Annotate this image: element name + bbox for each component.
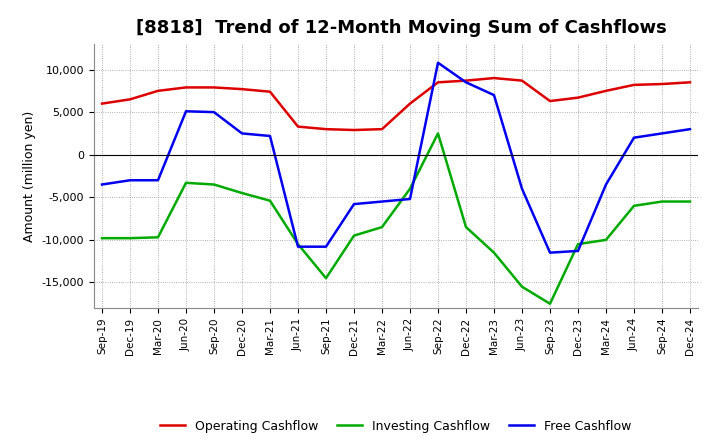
Line: Operating Cashflow: Operating Cashflow <box>102 78 690 130</box>
Investing Cashflow <box>181 180 190 185</box>
Operating Cashflow <box>602 88 611 93</box>
Free Cashflow <box>685 127 694 132</box>
Free Cashflow <box>657 131 666 136</box>
Operating Cashflow <box>657 81 666 87</box>
Operating Cashflow <box>294 124 302 129</box>
Free Cashflow <box>462 80 470 85</box>
Operating Cashflow <box>433 80 442 85</box>
Investing Cashflow <box>657 199 666 204</box>
Free Cashflow <box>602 182 611 187</box>
Free Cashflow <box>350 202 359 207</box>
Operating Cashflow <box>238 87 246 92</box>
Free Cashflow <box>378 199 387 204</box>
Operating Cashflow <box>210 85 218 90</box>
Free Cashflow <box>322 244 330 249</box>
Operating Cashflow <box>518 78 526 83</box>
Operating Cashflow <box>546 99 554 104</box>
Text: [8818]  Trend of 12-Month Moving Sum of Cashflows: [8818] Trend of 12-Month Moving Sum of C… <box>136 19 667 37</box>
Free Cashflow <box>433 60 442 66</box>
Operating Cashflow <box>630 82 639 88</box>
Investing Cashflow <box>433 131 442 136</box>
Investing Cashflow <box>350 233 359 238</box>
Free Cashflow <box>294 244 302 249</box>
Free Cashflow <box>546 250 554 255</box>
Free Cashflow <box>210 110 218 115</box>
Free Cashflow <box>405 196 414 202</box>
Operating Cashflow <box>126 97 135 102</box>
Investing Cashflow <box>685 199 694 204</box>
Free Cashflow <box>518 186 526 191</box>
Free Cashflow <box>574 248 582 253</box>
Free Cashflow <box>266 133 274 139</box>
Operating Cashflow <box>462 78 470 83</box>
Investing Cashflow <box>98 235 107 241</box>
Investing Cashflow <box>602 237 611 242</box>
Operating Cashflow <box>378 127 387 132</box>
Investing Cashflow <box>405 186 414 191</box>
Free Cashflow <box>238 131 246 136</box>
Investing Cashflow <box>574 242 582 247</box>
Operating Cashflow <box>322 127 330 132</box>
Investing Cashflow <box>546 301 554 306</box>
Legend: Operating Cashflow, Investing Cashflow, Free Cashflow: Operating Cashflow, Investing Cashflow, … <box>156 414 636 437</box>
Operating Cashflow <box>490 75 498 81</box>
Operating Cashflow <box>405 101 414 106</box>
Investing Cashflow <box>210 182 218 187</box>
Operating Cashflow <box>685 80 694 85</box>
Investing Cashflow <box>630 203 639 209</box>
Operating Cashflow <box>266 89 274 94</box>
Investing Cashflow <box>378 224 387 230</box>
Free Cashflow <box>630 135 639 140</box>
Investing Cashflow <box>490 250 498 255</box>
Investing Cashflow <box>322 275 330 281</box>
Line: Investing Cashflow: Investing Cashflow <box>102 133 690 304</box>
Operating Cashflow <box>350 127 359 132</box>
Investing Cashflow <box>294 242 302 247</box>
Operating Cashflow <box>98 101 107 106</box>
Investing Cashflow <box>238 191 246 196</box>
Free Cashflow <box>490 92 498 98</box>
Investing Cashflow <box>126 235 135 241</box>
Investing Cashflow <box>153 235 162 240</box>
Free Cashflow <box>181 109 190 114</box>
Investing Cashflow <box>266 198 274 203</box>
Operating Cashflow <box>153 88 162 93</box>
Free Cashflow <box>153 178 162 183</box>
Investing Cashflow <box>518 284 526 290</box>
Free Cashflow <box>126 178 135 183</box>
Line: Free Cashflow: Free Cashflow <box>102 63 690 253</box>
Operating Cashflow <box>574 95 582 100</box>
Operating Cashflow <box>181 85 190 90</box>
Free Cashflow <box>98 182 107 187</box>
Investing Cashflow <box>462 224 470 230</box>
Y-axis label: Amount (million yen): Amount (million yen) <box>23 110 36 242</box>
